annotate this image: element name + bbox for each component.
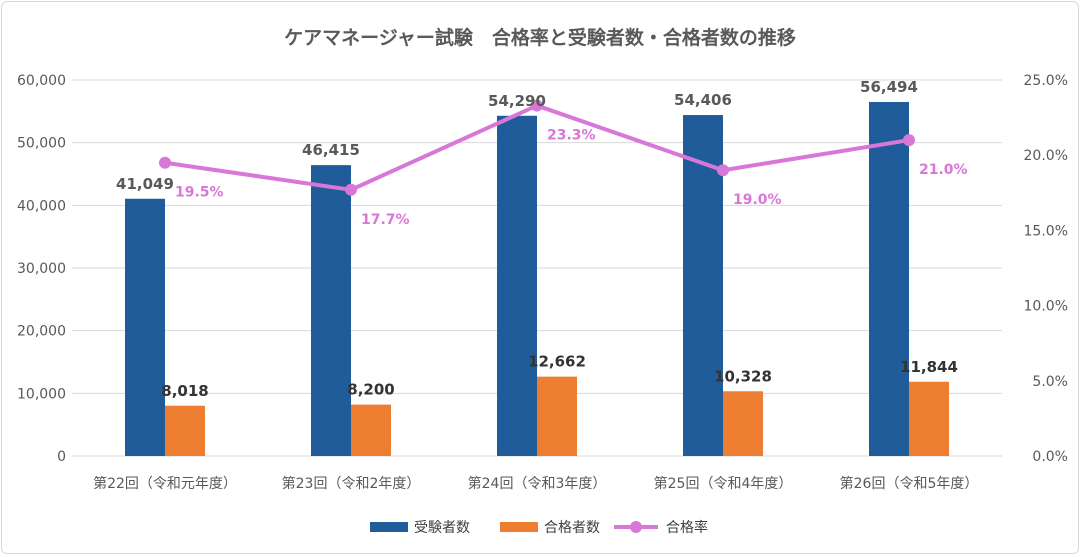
label-passers: 11,844 (900, 358, 958, 376)
category-labels: 第22回（令和元年度） 第23回（令和2年度） 第24回（令和3年度） 第25回（令和… (93, 475, 978, 492)
label-rate: 17.7% (361, 212, 410, 228)
left-axis-tick: 0 (57, 449, 66, 465)
label-rate: 19.5% (175, 185, 224, 201)
label-applicants: 54,290 (488, 92, 546, 110)
legend-label-rate: 合格率 (666, 519, 708, 536)
rate-point (903, 134, 915, 147)
right-axis-tick: 10.0% (1024, 299, 1068, 315)
rate-point (159, 156, 171, 169)
chart-title: ケアマネージャー試験 合格率と受験者数・合格者数の推移 (284, 26, 796, 49)
bar-applicants (125, 198, 165, 457)
right-axis-tick: 20.0% (1024, 148, 1068, 164)
left-axis-tick: 10,000 (17, 386, 66, 402)
bar-applicants (683, 115, 723, 457)
bar-applicants (869, 101, 909, 456)
left-axis-tick: 50,000 (17, 136, 66, 152)
legend-swatch-rate-marker (630, 521, 642, 533)
left-axis-tick: 40,000 (17, 198, 66, 214)
rate-line (159, 99, 915, 196)
category-label: 第25回（令和4年度） (654, 475, 793, 492)
bar-passers (909, 381, 949, 456)
bar-passers (723, 391, 763, 456)
label-applicants: 46,415 (302, 141, 360, 159)
category-label: 第24回（令和3年度） (468, 475, 607, 492)
right-axis-ticks: 0.0% 5.0% 10.0% 15.0% 20.0% 25.0% (1024, 73, 1068, 465)
label-rate: 23.3% (547, 128, 596, 144)
label-rate: 21.0% (919, 162, 968, 178)
category-label: 第22回（令和元年度） (93, 475, 237, 492)
bar-applicants (311, 165, 351, 456)
rate-point (717, 164, 729, 177)
label-passers: 10,328 (714, 367, 772, 385)
left-axis-tick: 30,000 (17, 261, 66, 277)
left-axis-ticks: 0 10,000 20,000 30,000 40,000 50,000 60,000 (17, 73, 66, 465)
label-passers: 8,200 (347, 381, 394, 399)
rate-point (345, 183, 357, 196)
right-axis-tick: 25.0% (1024, 73, 1068, 89)
label-rate: 19.0% (733, 192, 782, 208)
rate-point (531, 99, 543, 112)
label-applicants: 56,494 (860, 78, 918, 96)
bar-passers (537, 376, 577, 456)
legend-swatch-applicants (370, 522, 408, 532)
left-axis-tick: 20,000 (17, 324, 66, 340)
legend-label-applicants: 受験者数 (414, 520, 470, 536)
right-axis-tick: 15.0% (1024, 223, 1068, 239)
label-applicants: 54,406 (674, 91, 732, 109)
legend-swatch-passers (500, 522, 538, 532)
label-passers: 12,662 (528, 353, 586, 371)
data-labels: 41,049 8,018 46,415 8,200 54,290 12,662 54,406… (116, 78, 968, 400)
bar-passers (351, 404, 391, 456)
bars (125, 101, 949, 457)
category-label: 第26回（令和5年度） (840, 475, 979, 492)
category-label: 第23回（令和2年度） (282, 475, 421, 492)
bar-passers (165, 405, 205, 456)
left-axis-tick: 60,000 (17, 73, 66, 89)
label-applicants: 41,049 (116, 175, 174, 193)
legend: 受験者数 合格者数 合格率 (370, 519, 708, 536)
bar-applicants (497, 115, 537, 457)
legend-label-passers: 合格者数 (544, 520, 600, 536)
label-passers: 8,018 (161, 382, 208, 400)
right-axis-tick: 0.0% (1032, 449, 1068, 465)
right-axis-tick: 5.0% (1032, 374, 1068, 390)
